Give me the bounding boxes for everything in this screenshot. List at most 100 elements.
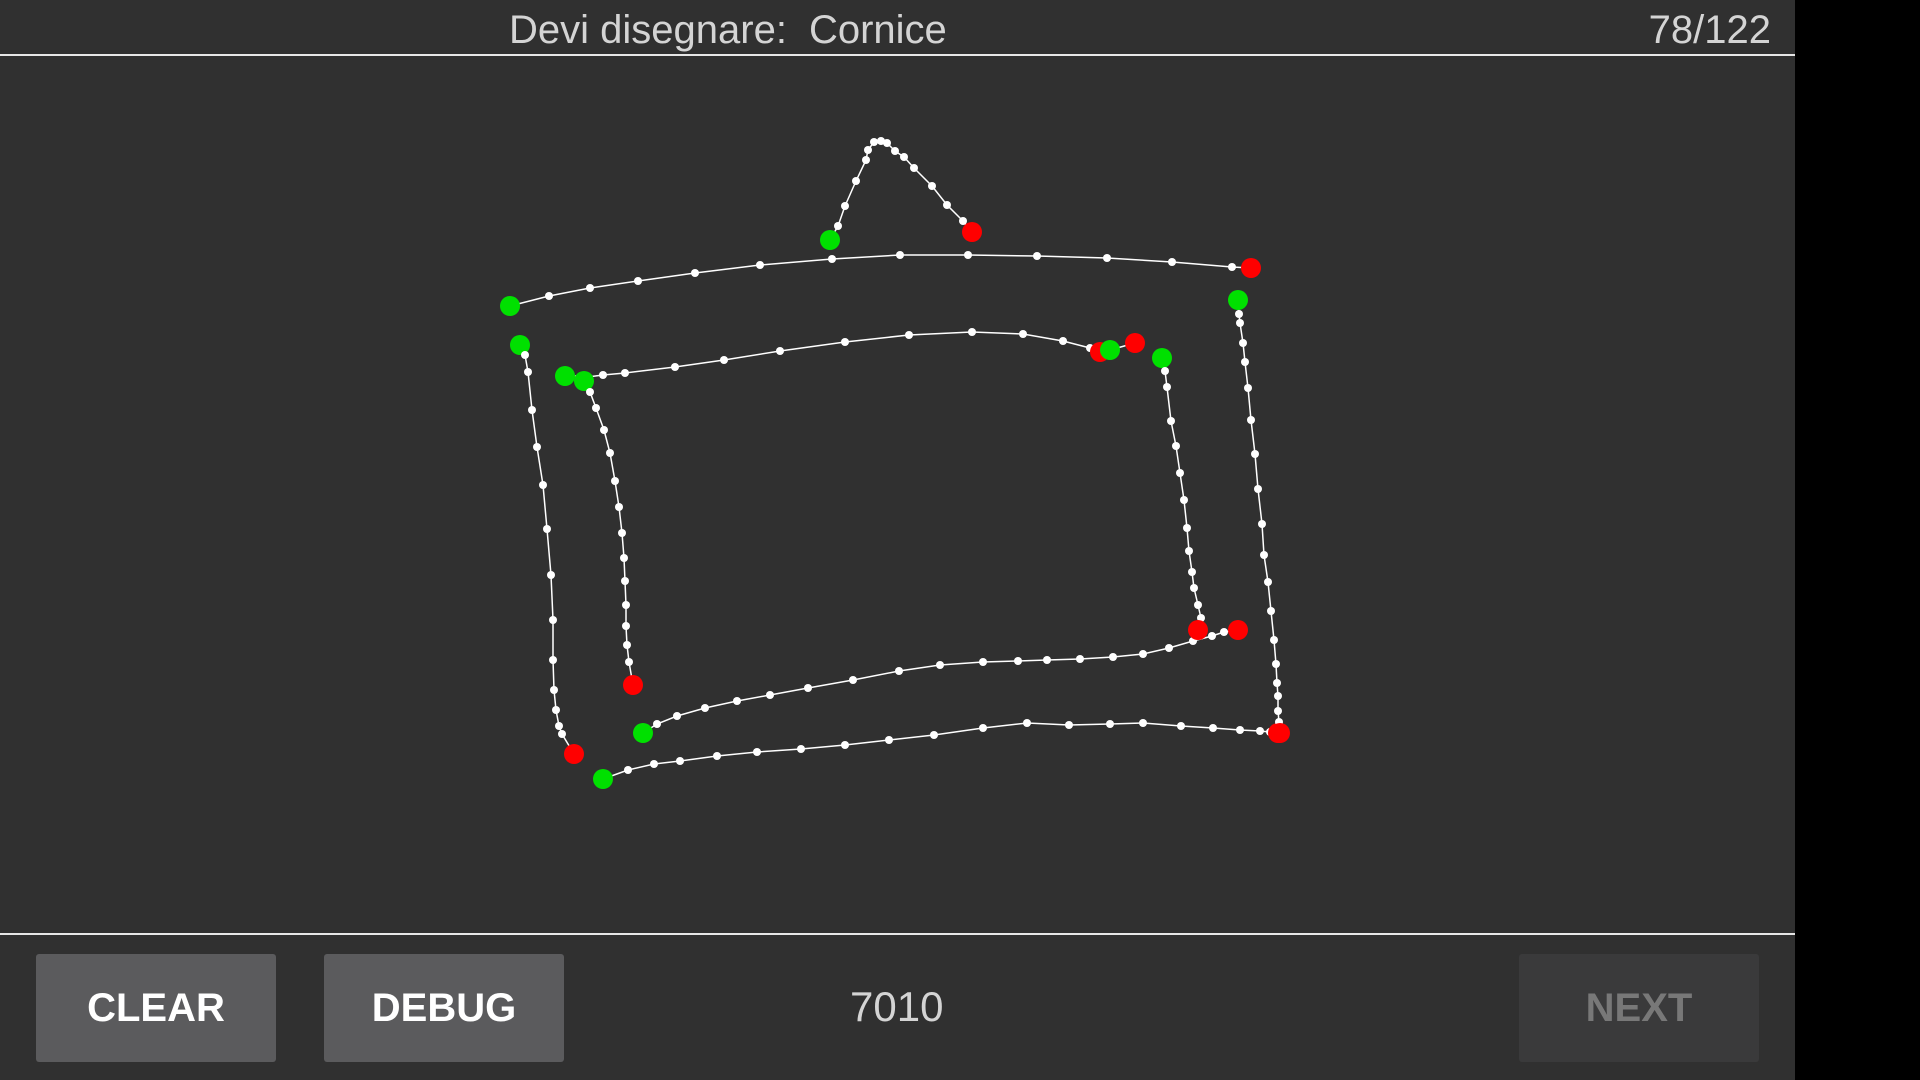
stroke-point xyxy=(756,261,764,269)
stroke-point xyxy=(936,661,944,669)
stroke-point xyxy=(1274,692,1282,700)
stroke-point xyxy=(905,331,913,339)
stroke-point xyxy=(1177,722,1185,730)
stroke-point xyxy=(558,730,566,738)
stroke-point xyxy=(528,406,536,414)
clear-button[interactable]: CLEAR xyxy=(36,954,276,1062)
stroke-start-point xyxy=(574,371,594,391)
stroke-point xyxy=(1190,584,1198,592)
stroke-point xyxy=(930,731,938,739)
stroke-point xyxy=(1176,469,1184,477)
target-word: Cornice xyxy=(808,8,947,52)
stroke-point xyxy=(1239,339,1247,347)
stroke-point xyxy=(1172,442,1180,450)
stroke-point xyxy=(618,529,626,537)
stroke-start-point xyxy=(555,366,575,386)
stroke-point xyxy=(623,641,631,649)
stroke-point xyxy=(1043,656,1051,664)
stroke-point xyxy=(1228,263,1236,271)
screen-edge xyxy=(1795,0,1920,1080)
stroke-point xyxy=(896,251,904,259)
stroke-end-point xyxy=(1125,333,1145,353)
stroke-point xyxy=(524,368,532,376)
stroke-start-point xyxy=(633,723,653,743)
stroke-point xyxy=(1019,330,1027,338)
stroke-point xyxy=(671,363,679,371)
stroke-point xyxy=(555,722,563,730)
stroke-point xyxy=(1236,726,1244,734)
stroke-point xyxy=(1209,724,1217,732)
stroke xyxy=(500,251,1261,316)
stroke xyxy=(1100,333,1145,360)
stroke xyxy=(820,137,982,250)
stroke xyxy=(574,371,643,695)
stroke-end-point xyxy=(1228,620,1248,640)
stroke-point xyxy=(533,443,541,451)
stroke-point xyxy=(539,481,547,489)
stroke-point xyxy=(1106,720,1114,728)
stroke-point xyxy=(979,724,987,732)
stroke-point xyxy=(1247,416,1255,424)
footer-bar: CLEAR DEBUG 7010 NEXT xyxy=(0,933,1795,1080)
drawing-canvas[interactable] xyxy=(0,58,1795,933)
stroke-end-point xyxy=(1270,723,1290,743)
stroke-point xyxy=(592,404,600,412)
stroke-point xyxy=(634,277,642,285)
debug-button[interactable]: DEBUG xyxy=(324,954,564,1062)
stroke-point xyxy=(552,706,560,714)
stroke-point xyxy=(621,577,629,585)
stroke-point xyxy=(549,616,557,624)
stroke-point xyxy=(1139,650,1147,658)
stroke-point xyxy=(1274,707,1282,715)
stroke-start-point xyxy=(1152,348,1172,368)
stroke-point xyxy=(1180,496,1188,504)
stroke-point xyxy=(1197,614,1205,622)
stroke-point xyxy=(1272,660,1280,668)
next-button[interactable]: NEXT xyxy=(1519,954,1759,1062)
stroke xyxy=(555,328,1110,386)
stroke-point xyxy=(624,766,632,774)
drawing-app: Devi disegnare: Cornice 78/122 CLEAR DEBU… xyxy=(0,0,1795,1080)
stroke-point xyxy=(910,164,918,172)
stroke-point xyxy=(1014,657,1022,665)
stroke-point xyxy=(1220,628,1228,636)
stroke-point xyxy=(1264,578,1272,586)
stroke-point xyxy=(1165,644,1173,652)
stroke-point xyxy=(1168,258,1176,266)
stroke-point xyxy=(1033,252,1041,260)
stroke-point xyxy=(766,691,774,699)
stroke-point xyxy=(545,292,553,300)
stroke-point xyxy=(979,658,987,666)
stroke-point xyxy=(1251,450,1259,458)
stroke-line xyxy=(642,629,1239,734)
stroke-point xyxy=(834,222,842,230)
stroke-point xyxy=(943,201,951,209)
stroke-end-point xyxy=(962,222,982,242)
stroke-point xyxy=(673,712,681,720)
stroke-point xyxy=(622,622,630,630)
stroke-point xyxy=(797,745,805,753)
stroke-point xyxy=(1059,337,1067,345)
stroke-point xyxy=(625,658,633,666)
stroke-line xyxy=(519,344,575,755)
stroke-point xyxy=(862,156,870,164)
stroke-point xyxy=(1065,721,1073,729)
stroke-point xyxy=(701,704,709,712)
stroke-point xyxy=(895,667,903,675)
stroke-point xyxy=(676,757,684,765)
stroke-point xyxy=(964,251,972,259)
stroke xyxy=(1228,290,1290,743)
header-bar: Devi disegnare: Cornice 78/122 xyxy=(0,0,1795,56)
stroke-point xyxy=(1270,636,1278,644)
stroke-point xyxy=(621,369,629,377)
stroke-point xyxy=(1244,384,1252,392)
stroke-point xyxy=(622,601,630,609)
stroke-point xyxy=(615,503,623,511)
stroke-point xyxy=(1167,417,1175,425)
stroke-point xyxy=(1139,719,1147,727)
stroke-start-point xyxy=(1100,340,1120,360)
stroke-point xyxy=(1023,719,1031,727)
stroke-point xyxy=(928,182,936,190)
stroke-point xyxy=(521,351,529,359)
stroke-point xyxy=(733,697,741,705)
